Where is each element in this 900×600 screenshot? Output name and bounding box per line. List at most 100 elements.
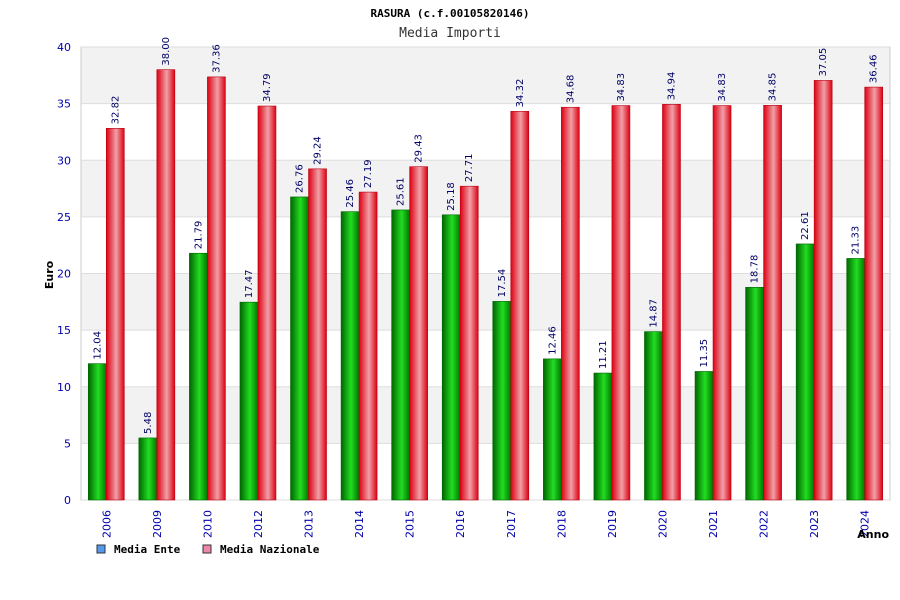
bar-value-label: 27.19: [363, 159, 374, 188]
bar-value-label: 18.78: [750, 255, 761, 284]
bar-media-nazionale: [611, 105, 631, 501]
x-tick-label: 2023: [808, 510, 821, 538]
x-tick-label: 2014: [353, 510, 366, 538]
x-tick-label: 2018: [555, 510, 568, 538]
legend-item-media-nazionale: Media Nazionale: [202, 543, 320, 556]
x-tick-label: 2013: [303, 510, 316, 538]
bar-media-nazionale: [308, 168, 327, 501]
x-tick-label: 2020: [656, 510, 669, 538]
x-axis-label: Anno: [857, 528, 889, 541]
bar-media-ente: [543, 358, 562, 501]
x-tick-label: 2019: [606, 510, 619, 538]
x-tick-label: 2009: [151, 510, 164, 538]
bar-value-label: 12.46: [547, 326, 558, 355]
bar-media-ente: [492, 301, 512, 501]
bar-value-label: 17.47: [244, 270, 255, 299]
y-axis-ticks: 0 5 10 15 20 25 30 35 40: [57, 41, 71, 507]
x-tick-label: 2006: [100, 510, 113, 538]
chart-title: RASURA (c.f.00105820146): [371, 7, 530, 20]
bar-media-nazionale: [409, 166, 428, 501]
y-tick-label: 30: [57, 154, 71, 167]
bar-value-label: 17.54: [497, 269, 508, 298]
y-tick-label: 40: [57, 41, 71, 54]
bar-media-nazionale: [864, 86, 884, 501]
bar-value-label: 37.05: [818, 48, 829, 77]
y-axis-label: Euro: [43, 260, 56, 289]
bar-value-label: 5.48: [143, 412, 154, 434]
bar-media-ente: [745, 287, 764, 501]
x-tick-label: 2017: [505, 510, 518, 538]
bar-value-label: 34.85: [768, 73, 779, 102]
bar-media-ente: [189, 252, 208, 501]
bar-value-label: 12.04: [92, 331, 103, 360]
bar-value-label: 37.36: [211, 44, 222, 73]
bar-value-label: 34.68: [565, 75, 576, 104]
chart-subtitle: Media Importi: [399, 26, 501, 41]
bar-media-ente: [340, 211, 360, 501]
bar-value-label: 14.87: [648, 299, 659, 328]
x-tick-label: 2022: [758, 510, 771, 538]
bar-value-label: 27.71: [464, 154, 475, 183]
legend-swatch: [96, 544, 106, 554]
bar-value-label: 34.83: [616, 73, 627, 102]
x-tick-label: 2015: [404, 510, 417, 538]
bar-value-label: 36.46: [869, 54, 880, 83]
y-tick-label: 5: [64, 437, 71, 450]
legend: Media Ente Media Nazionale: [96, 543, 320, 556]
bar-value-label: 34.79: [262, 73, 273, 102]
bar-media-nazionale: [257, 105, 277, 501]
bar-value-label: 34.83: [717, 73, 728, 102]
bar-media-ente: [644, 331, 663, 501]
bar-media-ente: [138, 437, 158, 501]
x-tick-label: 2021: [707, 510, 720, 538]
bar-media-ente: [87, 363, 107, 501]
bar-media-ente: [593, 372, 613, 501]
y-tick-label: 15: [57, 324, 71, 337]
legend-label: Media Ente: [114, 543, 181, 556]
bar-media-nazionale: [156, 69, 176, 501]
bar-media-ente: [441, 214, 461, 501]
bar-value-labels: 12.04 32.82 5.48 38.00 21.79 37.36 17.47 34.79 2…: [92, 37, 879, 434]
x-tick-label: 2010: [201, 510, 214, 538]
bar-media-nazionale: [358, 191, 378, 501]
bar-media-nazionale: [763, 105, 782, 501]
bar-value-label: 11.21: [598, 340, 609, 369]
y-tick-label: 10: [57, 381, 71, 394]
bar-media-ente: [239, 301, 259, 501]
bar-value-label: 32.82: [110, 96, 121, 125]
legend-swatch: [202, 544, 212, 554]
bar-media-ente: [795, 243, 815, 501]
bar-value-label: 21.33: [851, 226, 862, 255]
x-axis-ticks: 2006 2009 2010 2012 2013 2014 2015 2016 2017 2018…: [100, 510, 871, 538]
bar-media-ente: [846, 258, 866, 501]
bar-media-ente: [290, 196, 309, 501]
bar-value-label: 34.94: [666, 72, 677, 101]
x-tick-label: 2024: [859, 510, 872, 538]
bar-media-nazionale: [561, 106, 580, 501]
bar-value-label: 22.61: [800, 211, 811, 240]
y-tick-label: 20: [57, 268, 71, 281]
legend-label: Media Nazionale: [220, 543, 320, 556]
bar-media-nazionale: [510, 111, 530, 501]
bar-media-nazionale: [712, 105, 732, 501]
bar-value-label: 11.35: [699, 339, 710, 368]
bar-value-label: 38.00: [161, 37, 172, 66]
y-tick-label: 0: [64, 494, 71, 507]
bar-media-nazionale: [459, 185, 479, 501]
bar-media-nazionale: [662, 104, 681, 501]
bar-value-label: 26.76: [295, 164, 306, 193]
bar-value-label: 34.32: [515, 79, 526, 108]
legend-item-media-ente: Media Ente: [96, 543, 181, 556]
bar-value-label: 25.61: [396, 177, 407, 206]
bar-value-label: 29.24: [313, 136, 324, 165]
x-tick-label: 2016: [454, 510, 467, 538]
y-tick-label: 35: [57, 98, 71, 111]
bars: [87, 69, 884, 501]
bar-value-label: 25.46: [345, 179, 356, 208]
x-tick-label: 2012: [252, 510, 265, 538]
bar-value-label: 29.43: [414, 134, 425, 163]
bar-value-label: 25.18: [446, 182, 457, 211]
y-tick-label: 25: [57, 211, 71, 224]
bar-media-nazionale: [105, 128, 125, 501]
